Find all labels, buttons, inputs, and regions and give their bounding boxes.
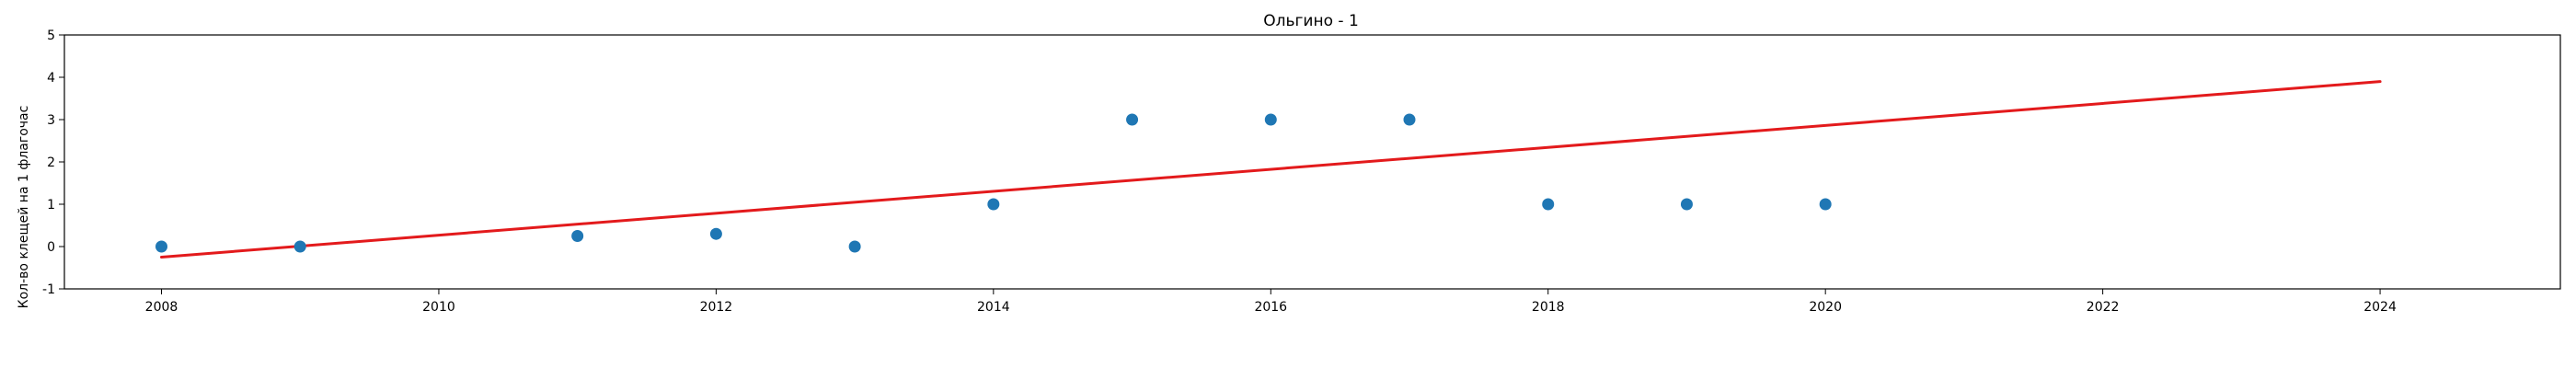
data-point xyxy=(1126,113,1139,126)
x-tick-label: 2008 xyxy=(145,300,178,315)
y-tick-label: -1 xyxy=(42,282,55,297)
x-tick-label: 2012 xyxy=(700,300,733,315)
data-point xyxy=(987,198,1000,211)
data-point xyxy=(709,227,722,240)
chart-title: Ольгино - 1 xyxy=(1263,12,1359,30)
x-tick-label: 2014 xyxy=(977,300,1010,315)
data-point xyxy=(1819,198,1832,211)
y-tick-label: 3 xyxy=(47,113,55,128)
y-tick-label: 5 xyxy=(47,29,55,43)
y-tick-label: 0 xyxy=(47,240,55,255)
x-tick-label: 2020 xyxy=(1809,300,1842,315)
y-tick-label: 2 xyxy=(47,155,55,170)
x-tick-label: 2010 xyxy=(422,300,455,315)
data-point xyxy=(1264,113,1277,126)
data-point xyxy=(1542,198,1555,211)
y-axis-label: Кол-во клещей на 1 флагочас xyxy=(17,106,31,309)
x-tick-label: 2024 xyxy=(2363,300,2397,315)
plot-area: 2008 2010 2012 2014 2016 2018 2020 2022 2024 -1 0 1… xyxy=(42,29,2397,315)
data-point xyxy=(155,240,168,253)
data-point xyxy=(571,230,584,242)
x-tick-label: 2018 xyxy=(1532,300,1565,315)
x-tick-label: 2016 xyxy=(1254,300,1287,315)
data-point xyxy=(293,240,306,253)
plot-frame xyxy=(63,34,2561,290)
data-point xyxy=(1403,113,1416,126)
data-point xyxy=(1680,198,1693,211)
y-tick-label: 1 xyxy=(47,198,55,213)
data-point xyxy=(848,240,861,253)
y-tick-label: 4 xyxy=(47,71,55,86)
x-tick-label: 2022 xyxy=(2087,300,2120,315)
trend-line xyxy=(160,80,2382,259)
